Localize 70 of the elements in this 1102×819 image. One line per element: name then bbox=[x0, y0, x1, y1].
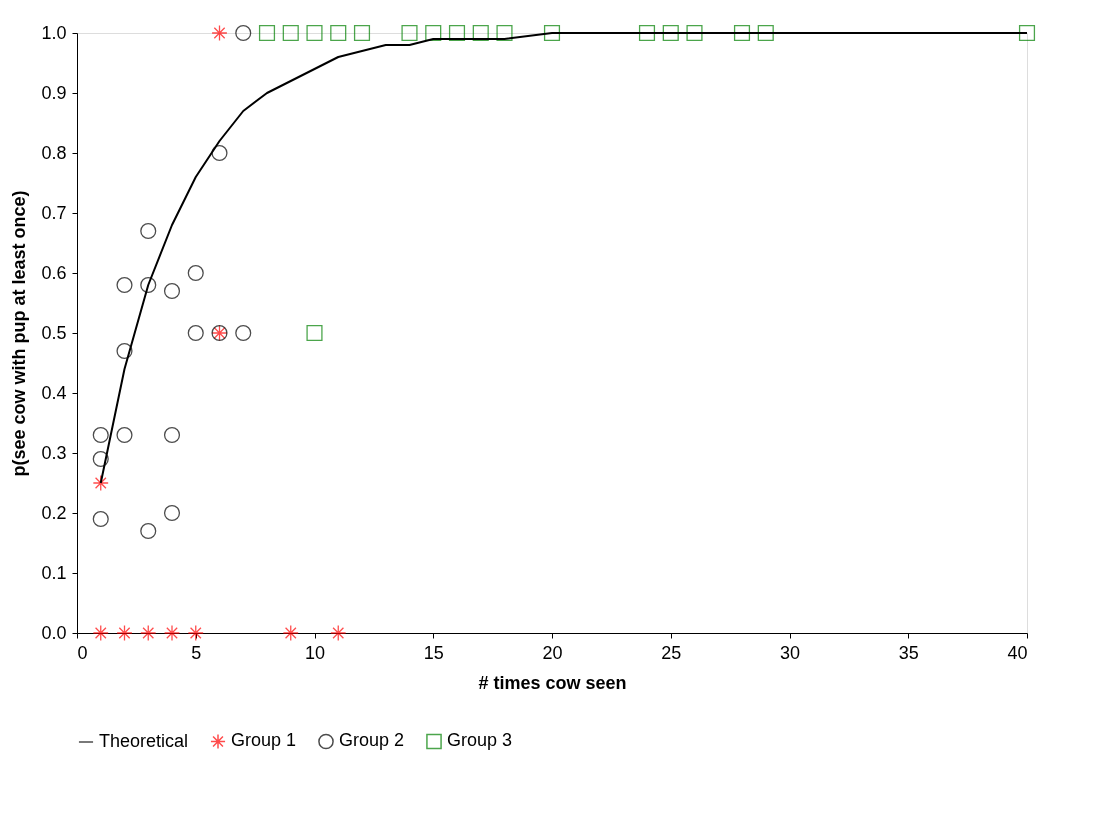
x-tick-label: 0 bbox=[77, 642, 88, 663]
point bbox=[187, 264, 204, 282]
point bbox=[92, 474, 109, 492]
x-tick-label: 15 bbox=[423, 642, 444, 663]
point bbox=[92, 450, 109, 468]
x-tick-label: 30 bbox=[779, 642, 801, 663]
legend-label: Group 2 bbox=[339, 730, 405, 751]
legend-label: Group 3 bbox=[447, 730, 513, 751]
point bbox=[1018, 24, 1036, 42]
x-axis-title: # times cow seen bbox=[478, 672, 627, 693]
x-tick-label: 20 bbox=[542, 642, 563, 663]
point bbox=[211, 144, 228, 162]
point bbox=[140, 522, 157, 540]
point bbox=[163, 624, 181, 642]
point bbox=[353, 24, 371, 42]
point bbox=[401, 24, 418, 42]
point bbox=[757, 24, 774, 42]
point bbox=[496, 24, 513, 42]
y-tick-label: 1.0 bbox=[41, 22, 67, 43]
point bbox=[306, 324, 323, 342]
point bbox=[235, 24, 252, 42]
point bbox=[187, 624, 204, 642]
point bbox=[306, 24, 323, 42]
point bbox=[330, 624, 347, 642]
point bbox=[330, 24, 347, 42]
y-tick-label: 0.1 bbox=[41, 562, 67, 583]
y-tick-label: 0.8 bbox=[41, 142, 67, 163]
x-tick-label: 35 bbox=[898, 642, 919, 663]
point bbox=[662, 24, 679, 42]
y-tick-label: 0.3 bbox=[41, 442, 67, 463]
legend-label: Group 1 bbox=[231, 730, 297, 751]
point bbox=[733, 24, 751, 42]
y-tick-label: 0.2 bbox=[41, 502, 67, 523]
point bbox=[116, 276, 133, 294]
y-tick-label: 0.7 bbox=[41, 202, 67, 223]
point bbox=[282, 24, 299, 42]
y-axis-title: p(see cow with pup at least once) bbox=[9, 190, 30, 477]
point bbox=[92, 426, 109, 444]
point bbox=[235, 324, 252, 342]
y-tick-label: 0.5 bbox=[41, 322, 67, 343]
point bbox=[92, 624, 109, 642]
y-tick-label: 0.6 bbox=[41, 262, 67, 283]
x-tick-label: 40 bbox=[1007, 642, 1028, 663]
y-tick-label: 0.9 bbox=[41, 82, 67, 103]
y-tick-label: 0.4 bbox=[41, 382, 67, 403]
point bbox=[211, 24, 228, 42]
x-tick-label: 10 bbox=[304, 642, 326, 663]
legend-label: Theoretical bbox=[99, 731, 189, 751]
point bbox=[116, 624, 133, 642]
point bbox=[116, 342, 133, 360]
point bbox=[140, 624, 157, 642]
point bbox=[140, 222, 157, 240]
point bbox=[163, 282, 181, 300]
point bbox=[163, 504, 181, 522]
point bbox=[472, 24, 489, 42]
point bbox=[638, 24, 656, 42]
point bbox=[116, 426, 133, 444]
point bbox=[140, 276, 157, 294]
point bbox=[282, 624, 299, 642]
point bbox=[187, 324, 204, 342]
point bbox=[92, 510, 109, 528]
y-tick-label: 0.0 bbox=[41, 622, 67, 643]
point bbox=[258, 24, 276, 42]
point bbox=[425, 24, 442, 42]
x-tick-label: 25 bbox=[661, 642, 682, 663]
x-tick-label: 5 bbox=[191, 642, 202, 663]
point bbox=[686, 24, 703, 42]
point bbox=[543, 24, 561, 42]
point bbox=[448, 24, 466, 42]
point bbox=[163, 426, 181, 444]
